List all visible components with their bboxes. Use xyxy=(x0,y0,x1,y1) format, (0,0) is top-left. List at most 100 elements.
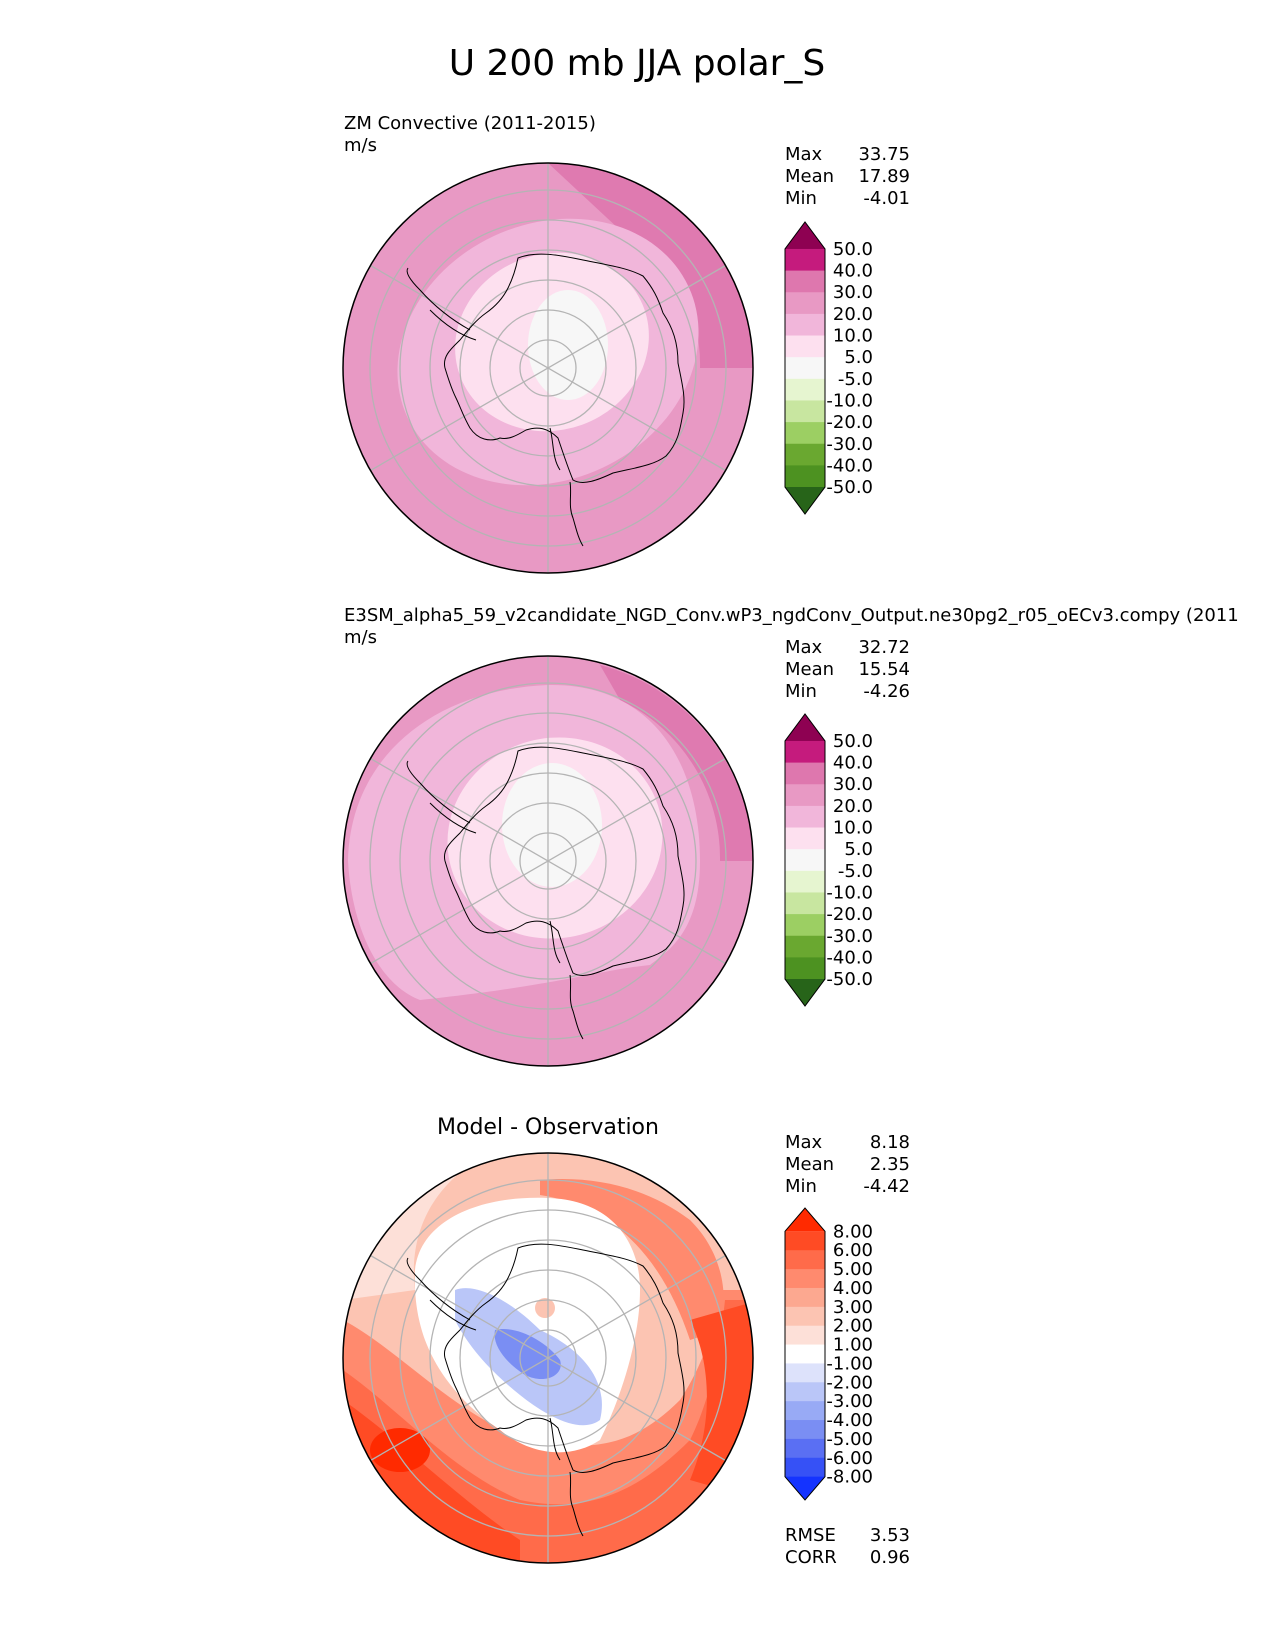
panel-2-map-border xyxy=(342,655,754,1067)
panel-1-map xyxy=(342,162,754,574)
colorbar-tick-label: 10.0 xyxy=(833,818,873,839)
colorbar-outline xyxy=(784,221,826,515)
stat-max-label: Max xyxy=(785,144,823,165)
colorbar-tick-label: -50.0 xyxy=(826,969,873,990)
colorbar-segment xyxy=(785,1269,825,1289)
panel-3-map-border xyxy=(342,1152,754,1564)
colorbar-tick-label: 20.0 xyxy=(833,796,873,817)
colorbar-tick-label: 5.0 xyxy=(844,347,873,368)
stat-min-value: -4.42 xyxy=(863,1176,910,1197)
panel-3-colorbar: 8.006.005.004.003.002.001.00-1.00-2.00-3… xyxy=(784,1207,873,1501)
panel-2-stats: Max 32.72 Mean 15.54 Min -4.26 xyxy=(785,637,910,702)
panel-1-model-a: ZM Convective (2011-2015) m/s Max 33. xyxy=(342,113,910,574)
colorbar-segment xyxy=(785,443,825,466)
colorbar-segment xyxy=(785,1250,825,1270)
colorbar-extend-min xyxy=(785,487,825,514)
stat-min-value: -4.26 xyxy=(863,681,910,702)
colorbar-tick-label: -2.00 xyxy=(826,1372,873,1393)
colorbar-segment xyxy=(785,827,825,850)
colorbar-tick-label: -20.0 xyxy=(826,904,873,925)
colorbar-segment xyxy=(785,870,825,893)
colorbar-tick-label: -5.0 xyxy=(838,369,873,390)
figure-title: U 200 mb JJA polar_S xyxy=(449,43,826,84)
colorbar-tick-label: -4.00 xyxy=(826,1410,873,1431)
stat-mean-label: Mean xyxy=(785,659,834,680)
stat-mean-label: Mean xyxy=(785,166,834,187)
stat-max-label: Max xyxy=(785,1132,823,1153)
colorbar-tick-label: 10.0 xyxy=(833,326,873,347)
colorbar-segment xyxy=(785,1287,825,1308)
panel-3-map xyxy=(342,1152,754,1564)
panel-1-stats: Max 33.75 Mean 17.89 Min -4.01 xyxy=(785,144,910,209)
colorbar-segment xyxy=(785,892,825,915)
stat-mean-value: 17.89 xyxy=(858,166,910,187)
panel-2-model-b: E3SM_alpha5_59_v2candidate_NGD_Conv.wP3_… xyxy=(342,605,1239,1067)
colorbar-segment xyxy=(785,1325,825,1346)
colorbar-tick-label: -5.00 xyxy=(826,1429,873,1450)
panel-3-stats: Max 8.18 Mean 2.35 Min -4.42 xyxy=(785,1132,910,1197)
colorbar-segment xyxy=(785,378,825,401)
panel-2-units: m/s xyxy=(344,627,377,648)
colorbar-segment xyxy=(785,335,825,358)
stat-min-label: Min xyxy=(785,681,817,702)
panel-2-map xyxy=(342,655,754,1067)
colorbar-tick-label: -30.0 xyxy=(826,434,873,455)
panel-1-colorbar: 50.040.030.020.010.05.0-5.0-10.0-20.0-30… xyxy=(784,221,873,515)
panel-1-map-border xyxy=(342,162,754,574)
stat-max-value: 33.75 xyxy=(858,144,910,165)
colorbar-segment xyxy=(785,270,825,293)
panel-2-colorbar: 50.040.030.020.010.05.0-5.0-10.0-20.0-30… xyxy=(784,713,873,1007)
stat-min-value: -4.01 xyxy=(863,188,910,209)
colorbar-tick-label: -40.0 xyxy=(826,455,873,476)
stat-min-label: Min xyxy=(785,188,817,209)
colorbar-tick-label: 6.00 xyxy=(833,1240,873,1261)
colorbar-tick-label: 5.00 xyxy=(833,1259,873,1280)
colorbar-extend-min xyxy=(785,1476,825,1500)
colorbar-tick-label: -20.0 xyxy=(826,412,873,433)
colorbar-tick-label: -10.0 xyxy=(826,882,873,903)
colorbar-tick-label: -1.00 xyxy=(826,1353,873,1374)
colorbar-segment xyxy=(785,935,825,958)
colorbar-tick-label: 30.0 xyxy=(833,282,873,303)
colorbar-tick-label: 50.0 xyxy=(833,239,873,260)
colorbar-extend-max xyxy=(785,222,825,249)
colorbar-extend-max xyxy=(785,714,825,741)
colorbar-segment xyxy=(785,1420,825,1440)
colorbar-segment xyxy=(785,357,825,380)
colorbar-segment xyxy=(785,1457,825,1478)
colorbar-segment xyxy=(785,762,825,785)
colorbar-segment xyxy=(785,465,825,488)
stat-max-value: 32.72 xyxy=(858,637,910,658)
colorbar-tick-label: -6.00 xyxy=(826,1448,873,1469)
stat-max-label: Max xyxy=(785,637,823,658)
colorbar-tick-label: -8.00 xyxy=(826,1467,873,1488)
panel-3-graticule xyxy=(369,1153,727,1563)
colorbar-tick-label: -40.0 xyxy=(826,947,873,968)
colorbar-segment xyxy=(785,1363,825,1383)
colorbar-tick-label: 40.0 xyxy=(833,753,873,774)
panel-1-graticule xyxy=(369,163,727,573)
colorbar-tick-label: 8.00 xyxy=(833,1221,873,1242)
colorbar-segment xyxy=(785,957,825,980)
colorbar-tick-label: 5.0 xyxy=(844,839,873,860)
colorbar-segment xyxy=(785,292,825,315)
colorbar-segment xyxy=(785,1382,825,1402)
colorbar-segment xyxy=(785,784,825,807)
colorbar-tick-label: -3.00 xyxy=(826,1391,873,1412)
colorbar-extend-min xyxy=(785,979,825,1006)
colorbar-tick-label: -30.0 xyxy=(826,926,873,947)
colorbar-segment xyxy=(785,422,825,445)
stat-mean-label: Mean xyxy=(785,1154,834,1175)
colorbar-tick-label: 4.00 xyxy=(833,1278,873,1299)
colorbar-segment xyxy=(785,914,825,937)
colorbar-tick-label: 20.0 xyxy=(833,304,873,325)
colorbar-tick-label: -50.0 xyxy=(826,477,873,498)
stat-max-value: 8.18 xyxy=(870,1132,910,1153)
stat-mean-value: 2.35 xyxy=(870,1154,910,1175)
panel-3-extra-stats: RMSE 3.53 CORR 0.96 xyxy=(785,1525,910,1568)
colorbar-tick-label: 30.0 xyxy=(833,774,873,795)
colorbar-extend-max xyxy=(785,1208,825,1232)
panel-3-field xyxy=(343,1164,753,1563)
colorbar-segment xyxy=(785,400,825,423)
stat-rmse-label: RMSE xyxy=(785,1525,836,1546)
